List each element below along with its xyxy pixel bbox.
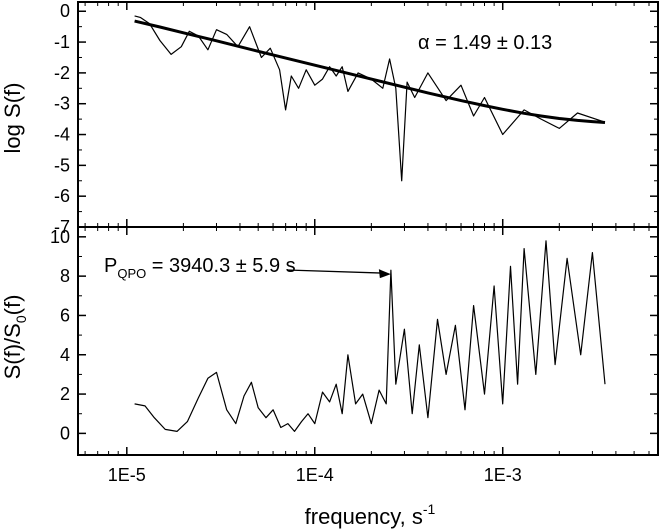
qpo-annotation-main: P: [104, 255, 117, 277]
qpo-annotation: PQPO = 3940.3 ± 5.9 s: [104, 255, 296, 281]
top-fit-line: [134, 19, 606, 124]
top-panel-ticks: 0 -1 -2 -3 -4 -5 -6 -7: [54, 1, 658, 237]
x-axis-title-superscript: -1: [423, 501, 436, 517]
bottom-y-axis-title: S(f)/S0(f): [0, 295, 29, 380]
bottom-data-line: [134, 240, 606, 432]
x-tick-label: 1E-4: [296, 465, 334, 485]
top-y-tick-label: -3: [54, 94, 70, 114]
top-panel-frame: [77, 1, 659, 228]
top-y-tick-label: -1: [54, 32, 70, 52]
top-panel-series: [134, 15, 606, 182]
top-y-axis-title: log S(f): [0, 83, 25, 154]
bottom-y-axis-title-main: S(f)/S: [0, 323, 25, 379]
qpo-arrow: [286, 269, 391, 279]
top-y-tick-label: -6: [54, 186, 70, 206]
bottom-y-tick-label: 6: [60, 305, 70, 325]
x-axis-title-main: frequency, s: [305, 504, 423, 529]
bottom-panel-frame: [77, 226, 659, 456]
bottom-y-axis-title-subscript: 0: [13, 315, 29, 323]
top-y-tick-label: -5: [54, 155, 70, 175]
top-y-tick-label: -4: [54, 125, 70, 145]
top-data-line: [134, 15, 606, 182]
bottom-y-tick-label: 2: [60, 384, 70, 404]
qpo-arrow-head: [378, 269, 391, 279]
bottom-y-tick-label: 8: [60, 266, 70, 286]
qpo-annotation-subscript: QPO: [117, 266, 146, 281]
bottom-y-tick-label: 10: [50, 227, 70, 247]
alpha-annotation: α = 1.49 ± 0.13: [418, 32, 552, 54]
top-y-tick-label: -7: [54, 217, 70, 237]
bottom-y-tick-label: 0: [60, 423, 70, 443]
bottom-y-tick-label: 4: [60, 345, 70, 365]
bottom-panel-ticks: 0 2 4 6 8 10 1E-5 1E-4 1E-3: [50, 227, 658, 485]
bottom-panel-series: [134, 240, 606, 432]
qpo-arrow-shaft: [286, 269, 385, 274]
top-y-tick-label: -2: [54, 63, 70, 83]
qpo-annotation-rest: = 3940.3 ± 5.9 s: [146, 255, 295, 277]
x-axis-title: frequency, s-1: [305, 501, 436, 529]
bottom-y-axis-title-suffix: (f): [0, 295, 25, 316]
x-tick-label: 1E-5: [108, 465, 146, 485]
x-tick-label: 1E-3: [484, 465, 522, 485]
top-y-tick-label: 0: [60, 1, 70, 21]
